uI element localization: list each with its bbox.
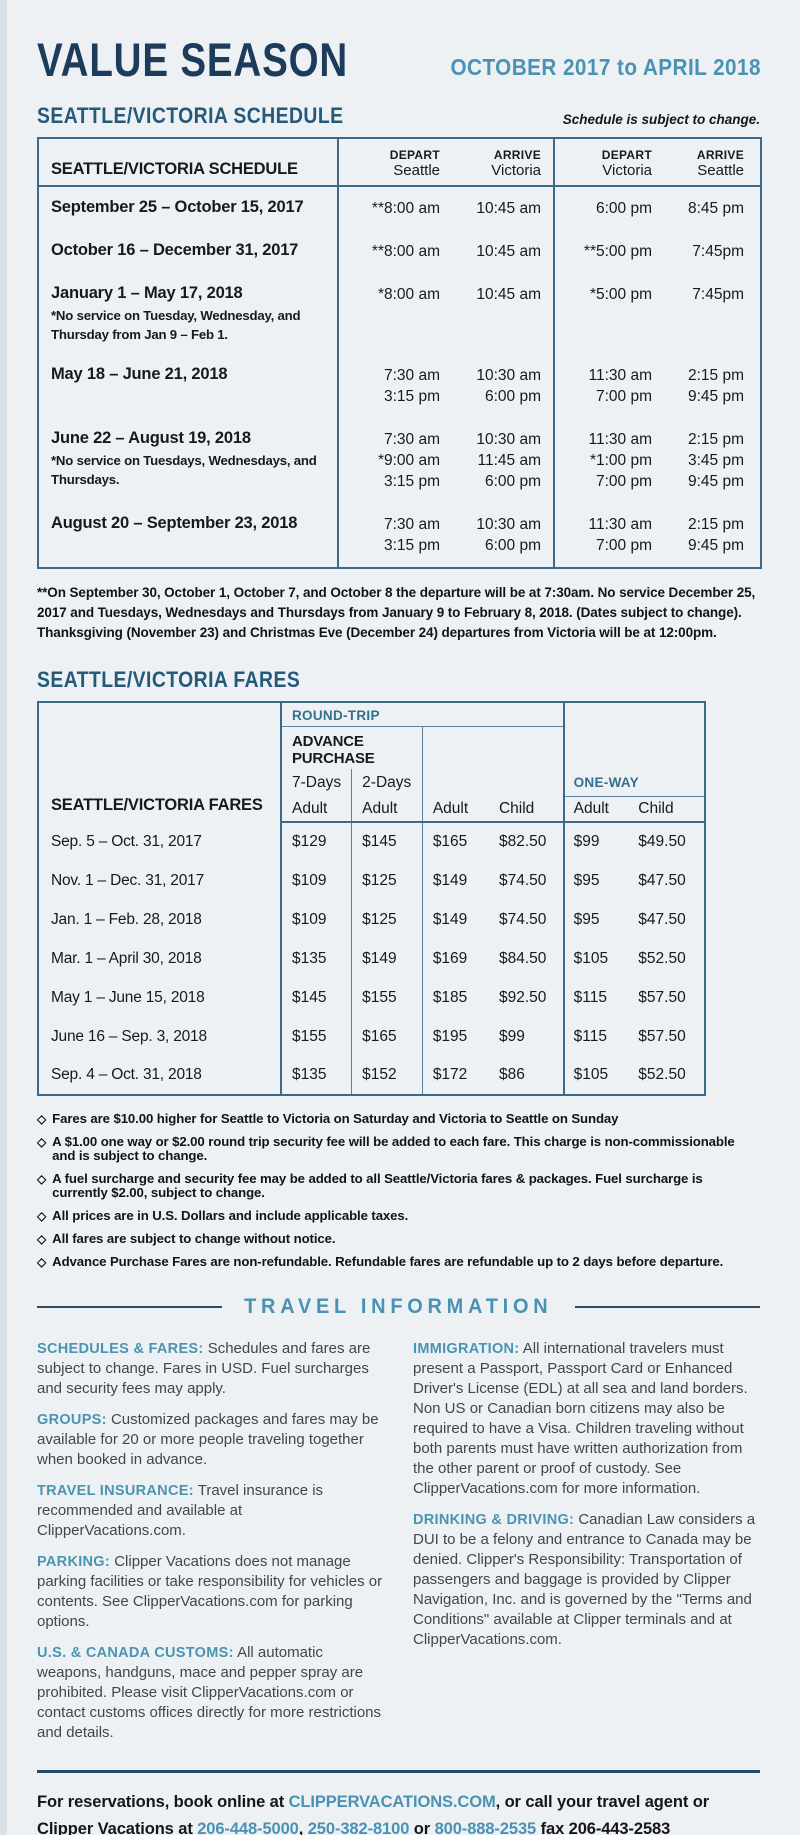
date-range-label: October 16 – December 31, 2017 (51, 241, 299, 259)
table-row: October 16 – December 31, 2017 **8:00 am… (38, 230, 761, 273)
info-label: IMMIGRATION: (413, 1341, 520, 1357)
travel-info-right-column: IMMIGRATION: All international travelers… (413, 1339, 760, 1754)
table-row: August 20 – September 23, 2018 7:30 am 3… (38, 503, 761, 568)
travel-information-header: TRAVEL INFORMATION (37, 1295, 760, 1319)
table-row: Mar. 1 – April 30, 2018 $135 $149 $169 $… (38, 939, 705, 978)
fares-header-roundtrip-row: SEATTLE/VICTORIA FARES ROUND-TRIP (38, 702, 705, 822)
info-label: DRINKING & DRIVING: (413, 1512, 575, 1528)
date-range-label: January 1 – May 17, 2018 (51, 284, 243, 302)
date-range-note: *No service on Tuesdays, Wednesdays, and… (51, 453, 317, 487)
table-row: May 18 – June 21, 2018 7:30 am 3:15 pm 1… (38, 354, 761, 418)
info-label: SCHEDULES & FARES: (37, 1341, 204, 1357)
col-header-depart-seattle: DEPART Seattle (338, 138, 448, 187)
phone-number: 250-382-8100 (307, 1819, 410, 1835)
seven-days-header: 7-Days (292, 773, 342, 791)
info-label: U.S. & CANADA CUSTOMS: (37, 1645, 234, 1661)
phone-number: 800-888-2535 (434, 1819, 537, 1835)
schedule-section-header: SEATTLE/VICTORIA SCHEDULE Schedule is su… (37, 103, 760, 128)
col-header-arrive-victoria: ARRIVE Victoria (448, 138, 555, 187)
schedule-heading: SEATTLE/VICTORIA SCHEDULE (37, 103, 344, 128)
table-row: May 1 – June 15, 2018 $145 $155 $185 $92… (38, 978, 705, 1017)
footer-divider (37, 1770, 760, 1773)
info-label: TRAVEL INSURANCE: (37, 1483, 194, 1499)
fares-table: SEATTLE/VICTORIA FARES ROUND-TRIP ADVANC… (37, 701, 706, 1096)
fares-header-days-row: 7-Days 2-Days ONE-WAY (38, 769, 705, 797)
table-row: Jan. 1 – Feb. 28, 2018 $109 $125 $149 $7… (38, 900, 705, 939)
info-label: GROUPS: (37, 1412, 107, 1428)
info-paragraph: SCHEDULES & FARES: Schedules and fares a… (37, 1340, 371, 1397)
divider-line (574, 1305, 760, 1309)
diamond-bullet-icon: ◇ (37, 1135, 47, 1149)
schedule-table: SEATTLE/VICTORIA SCHEDULE DEPART Seattle… (37, 137, 762, 569)
schedule-footnote: **On September 30, October 1, October 7,… (37, 585, 756, 640)
info-paragraph: PARKING: Clipper Vacations does not mana… (37, 1553, 383, 1630)
info-paragraph: IMMIGRATION: All international travelers… (413, 1340, 748, 1497)
info-label: PARKING: (37, 1554, 111, 1570)
table-row: Sep. 4 – Oct. 31, 2018 $135 $152 $172 $8… (38, 1056, 705, 1095)
fares-header-advance-row: ADVANCE PURCHASE (38, 726, 705, 769)
table-row: June 16 – Sep. 3, 2018 $155 $165 $195 $9… (38, 1017, 705, 1056)
info-paragraph: GROUPS: Customized packages and fares ma… (37, 1411, 379, 1468)
diamond-bullet-icon: ◇ (37, 1172, 47, 1186)
list-item: ◇ A fuel surcharge and security fee may b… (37, 1171, 703, 1200)
fares-heading: SEATTLE/VICTORIA FARES (37, 667, 301, 692)
info-paragraph: U.S. & CANADA CUSTOMS: All automatic wea… (37, 1644, 382, 1741)
list-item: ◇ A $1.00 one way or $2.00 round trip sec… (37, 1134, 735, 1163)
date-range-label: May 18 – June 21, 2018 (51, 365, 228, 383)
fares-section-header: SEATTLE/VICTORIA FARES (37, 669, 760, 691)
info-paragraph: DRINKING & DRIVING: Canadian Law conside… (413, 1511, 756, 1648)
list-item: ◇ Advance Purchase Fares are non-refundab… (37, 1254, 724, 1270)
diamond-bullet-icon: ◇ (37, 1112, 47, 1126)
date-range-label: September 25 – October 15, 2017 (51, 198, 304, 216)
schedule-subnote: Schedule is subject to change. (562, 112, 760, 127)
diamond-bullet-icon: ◇ (37, 1232, 47, 1246)
reservations-text: For reservations, book online at CLIPPER… (37, 1789, 760, 1835)
table-row: June 22 – August 19, 2018 *No service on… (38, 418, 761, 503)
diamond-bullet-icon: ◇ (37, 1255, 47, 1269)
divider-line (37, 1305, 223, 1309)
season-date-range: OCTOBER 2017 to APRIL 2018 (450, 54, 762, 80)
col-header-arrive-seattle: ARRIVE Seattle (658, 138, 761, 187)
diamond-bullet-icon: ◇ (37, 1209, 47, 1223)
website-link: CLIPPERVACATIONS.COM (288, 1792, 496, 1811)
table-row: January 1 – May 17, 2018 *No service on … (38, 273, 761, 354)
one-way-header: ONE-WAY (562, 769, 705, 797)
fare-notes: ◇ Fares are $10.00 higher for Seattle to … (37, 1111, 760, 1270)
travel-information-columns: SCHEDULES & FARES: Schedules and fares a… (37, 1339, 760, 1754)
schedule-header-row: SEATTLE/VICTORIA SCHEDULE DEPART Seattle… (38, 138, 761, 187)
round-trip-header: ROUND-TRIP (281, 702, 564, 727)
date-range-label: August 20 – September 23, 2018 (51, 514, 298, 532)
list-item: ◇ All fares are subject to change without… (37, 1231, 336, 1247)
fares-table-title: SEATTLE/VICTORIA FARES (38, 702, 282, 822)
travel-information-title: TRAVEL INFORMATION (244, 1295, 553, 1318)
list-item: ◇ All prices are in U.S. Dollars and incl… (37, 1208, 409, 1224)
travel-info-left-column: SCHEDULES & FARES: Schedules and fares a… (37, 1339, 389, 1754)
two-days-header: 2-Days (351, 769, 423, 796)
date-range-note: *No service on Tuesday, Wednesday, and T… (51, 308, 301, 342)
info-paragraph: TRAVEL INSURANCE: Travel insurance is re… (37, 1482, 324, 1539)
header: VALUE SEASON OCTOBER 2017 to APRIL 2018 (37, 33, 762, 86)
schedule-table-title: SEATTLE/VICTORIA SCHEDULE (38, 138, 339, 187)
list-item: ◇ Fares are $10.00 higher for Seattle to … (37, 1111, 619, 1127)
table-row: Nov. 1 – Dec. 31, 2017 $109 $125 $149 $7… (38, 861, 705, 900)
advance-purchase-header: ADVANCE PURCHASE (292, 733, 375, 767)
fares-header-adultchild-row: Adult Adult Adult Child Adult Child (38, 796, 705, 823)
table-row: September 25 – October 15, 2017 **8:00 a… (38, 186, 761, 230)
date-range-label: June 22 – August 19, 2018 (51, 429, 251, 447)
phone-number: 206-448-5000 (197, 1819, 299, 1835)
fax-number: fax 206-443-2583 (536, 1819, 671, 1835)
page-title: VALUE SEASON (37, 33, 349, 86)
col-header-depart-victoria: DEPART Victoria (554, 138, 658, 187)
table-row: Sep. 5 – Oct. 31, 2017 $129 $145 $165 $8… (38, 822, 705, 861)
